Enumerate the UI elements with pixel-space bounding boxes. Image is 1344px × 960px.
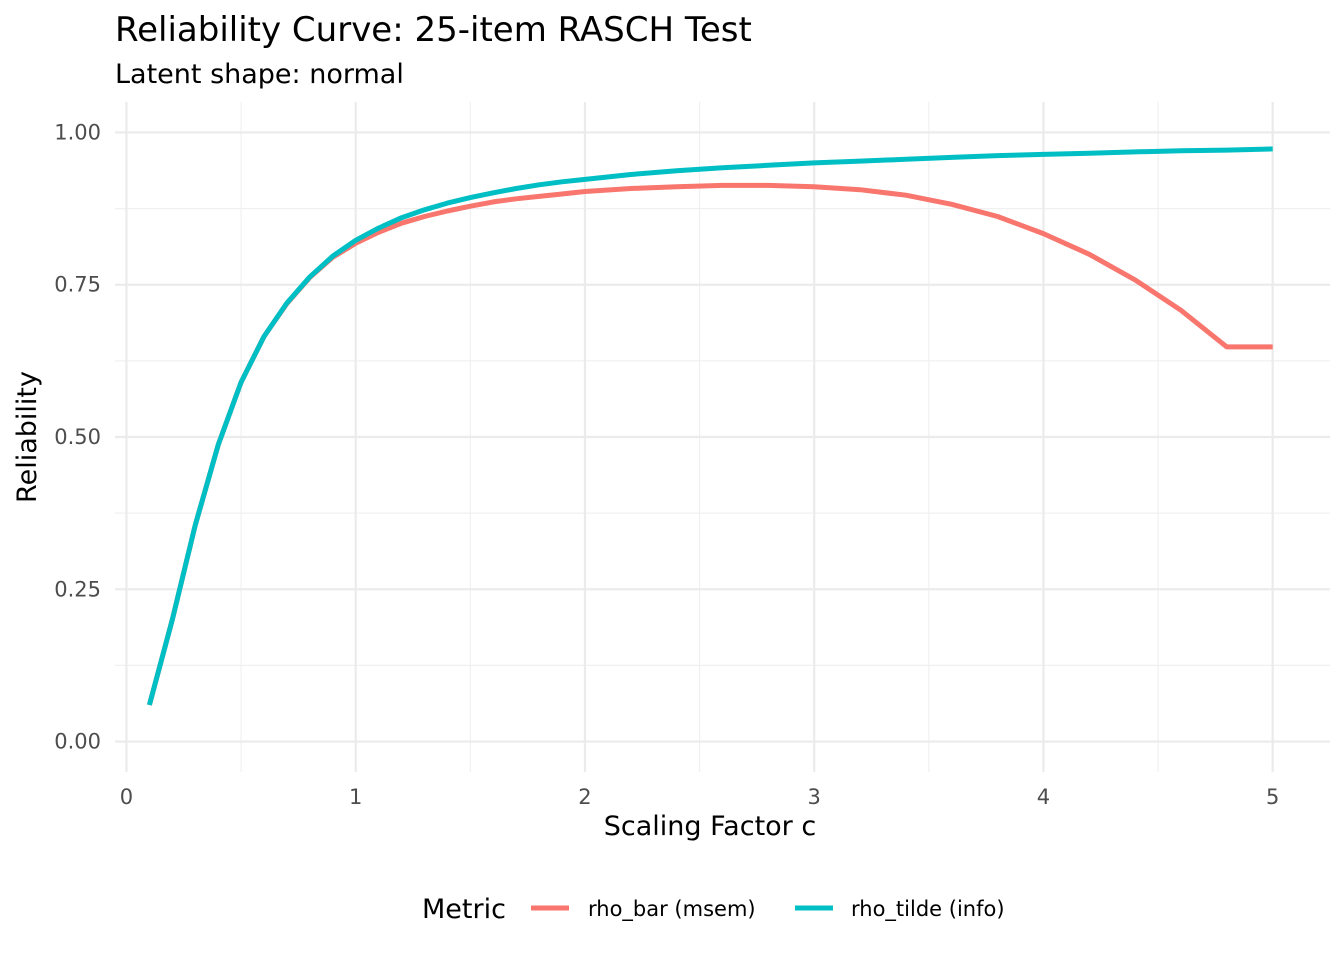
series-layer [146,146,1273,706]
x-tick-label: 1 [349,785,362,809]
legend-label-rho-tilde: rho_tilde (info) [851,897,1005,922]
x-axis-title: Scaling Factor c [604,811,816,842]
chart-subtitle: Latent shape: normal [115,59,404,90]
x-tick-label: 0 [120,785,133,809]
y-tick-label: 0.00 [54,730,101,754]
series-line-rho-tilde [146,146,1273,706]
y-tick-labels: 0.00 0.25 0.50 0.75 1.00 [54,120,101,753]
chart-title: Reliability Curve: 25-item RASCH Test [115,10,752,50]
legend: Metric rho_bar (msem) rho_tilde (info) [422,894,1005,925]
y-tick-label: 1.00 [54,120,101,144]
x-tick-label: 4 [1037,785,1050,809]
grid-major [115,102,1330,772]
y-tick-label: 0.25 [54,577,101,601]
legend-label-rho-bar: rho_bar (msem) [588,897,756,922]
x-tick-label: 3 [808,785,821,809]
series-line-rho-bar [146,182,1273,706]
x-tick-label: 5 [1266,785,1279,809]
y-tick-label: 0.75 [54,273,101,297]
y-axis-title: Reliability [12,371,43,503]
legend-title: Metric [422,894,506,925]
x-tick-labels: 0 1 2 3 4 5 [120,785,1280,809]
x-tick-label: 2 [578,785,591,809]
y-tick-label: 0.50 [54,425,101,449]
